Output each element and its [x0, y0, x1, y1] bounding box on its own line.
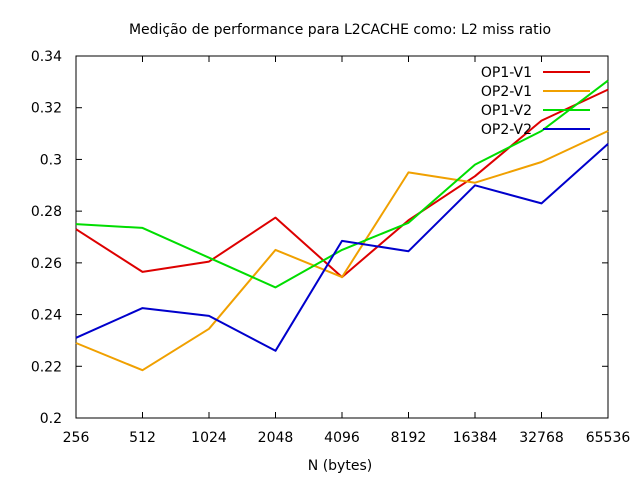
x-tick-label: 16384 — [453, 430, 498, 446]
y-tick-label: 0.26 — [31, 256, 62, 272]
x-tick-label: 1024 — [191, 430, 227, 446]
x-axis-label: N (bytes) — [308, 458, 372, 474]
x-tick-label: 256 — [63, 430, 90, 446]
y-tick-label: 0.34 — [31, 49, 62, 65]
series-lines — [75, 79, 609, 372]
y-tick-label: 0.3 — [40, 152, 62, 168]
legend-label: OP1-V2 — [481, 103, 532, 119]
series-line-op1-v2 — [75, 79, 609, 289]
y-axis-ticks: 0.2 0.22 0.24 0.26 0.28 0.3 0.32 0.34 — [31, 49, 608, 427]
x-tick-label: 8192 — [391, 430, 427, 446]
series-line-op2-v1 — [75, 130, 609, 372]
y-tick-label: 0.32 — [31, 101, 62, 117]
x-tick-label: 512 — [129, 430, 156, 446]
legend-label: OP1-V1 — [481, 65, 532, 81]
legend-label: OP2-V1 — [481, 84, 532, 100]
legend-label: OP2-V2 — [481, 122, 532, 138]
y-tick-label: 0.22 — [31, 359, 62, 375]
y-tick-label: 0.2 — [40, 411, 62, 427]
x-tick-label: 2048 — [258, 430, 294, 446]
chart-title: Medição de performance para L2CACHE como… — [129, 22, 551, 38]
y-tick-label: 0.24 — [31, 308, 62, 324]
x-tick-label: 4096 — [324, 430, 360, 446]
series-line-op2-v2 — [75, 143, 609, 352]
y-tick-label: 0.28 — [31, 204, 62, 220]
x-tick-label: 32768 — [519, 430, 564, 446]
x-tick-label: 65536 — [586, 430, 631, 446]
legend: OP1-V1 OP2-V1 OP1-V2 OP2-V2 — [481, 65, 590, 138]
x-axis-ticks: 256 512 1024 2048 4096 8192 16384 32768 65536 — [63, 56, 631, 446]
